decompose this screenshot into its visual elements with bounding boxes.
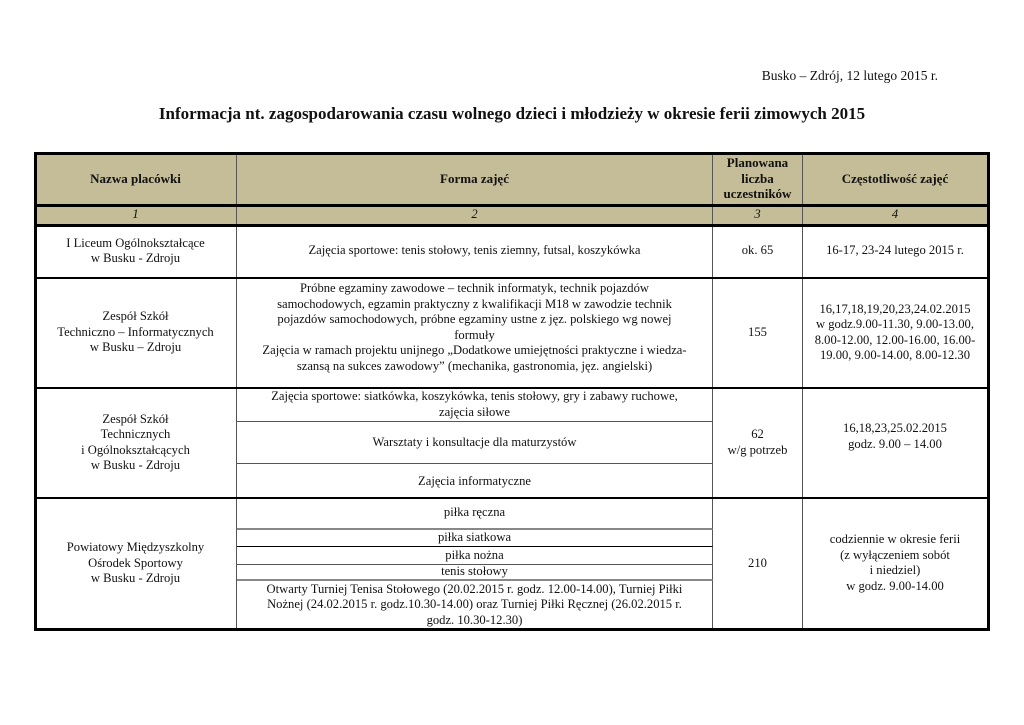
header-count: Planowana liczba uczestników: [713, 153, 803, 205]
date-line: Busko – Zdrój, 12 lutego 2015 r.: [761, 68, 938, 83]
row-form: piłka ręczna: [237, 498, 713, 530]
row-frequency: 16-17, 23-24 lutego 2015 r.: [803, 225, 988, 278]
table-border: [34, 152, 990, 155]
column-number: 2: [237, 205, 713, 225]
table-border: [34, 497, 990, 499]
row-name: Zespół Szkół Technicznych i Ogólnokształ…: [35, 388, 237, 498]
row-form: piłka nożna: [237, 547, 713, 565]
table-border: [34, 628, 990, 631]
header-frequency: Częstotliwość zajęć: [803, 153, 988, 205]
row-name: I Liceum Ogólnokształcące w Busku - Zdro…: [35, 225, 237, 278]
table-border: [34, 387, 990, 389]
row-count: 155: [713, 278, 803, 388]
row-count: 62 w/g potrzeb: [713, 388, 803, 498]
header-form: Forma zajęć: [237, 153, 713, 205]
row-form: piłka siatkowa: [237, 530, 713, 547]
row-name: Powiatowy Międzyszkolny Ośrodek Sportowy…: [35, 498, 237, 630]
document-title: Informacja nt. zagospodarowania czasu wo…: [158, 104, 866, 123]
table-border: [987, 152, 990, 631]
table-border: [34, 224, 990, 227]
row-form: Zajęcia sportowe: tenis stołowy, tenis z…: [237, 225, 713, 278]
row-form: Próbne egzaminy zawodowe – technik infor…: [237, 278, 713, 388]
table-border: [34, 277, 990, 279]
header-name: Nazwa placówki: [35, 153, 237, 205]
row-form: tenis stołowy: [237, 564, 713, 581]
column-number: 3: [713, 205, 803, 225]
row-count: ok. 65: [713, 225, 803, 278]
table-border: [34, 152, 37, 631]
row-form: Warsztaty i konsultacje dla maturzystów: [237, 422, 713, 464]
row-frequency: codziennie w okresie ferii (z wyłączenie…: [803, 498, 988, 630]
row-frequency: 16,17,18,19,20,23,24.02.2015 w godz.9.00…: [803, 278, 988, 388]
row-form: Zajęcia informatyczne: [237, 464, 713, 498]
row-count: 210: [713, 498, 803, 630]
table-border: [34, 204, 990, 207]
row-form: Zajęcia sportowe: siatkówka, koszykówka,…: [237, 388, 713, 422]
column-number: 4: [803, 205, 988, 225]
row-frequency: 16,18,23,25.02.2015 godz. 9.00 – 14.00: [803, 388, 988, 498]
column-number: 1: [35, 205, 237, 225]
row-form: Otwarty Turniej Tenisa Stołowego (20.02.…: [237, 581, 713, 630]
row-name: Zespół Szkół Techniczno – Informatycznyc…: [35, 278, 237, 388]
